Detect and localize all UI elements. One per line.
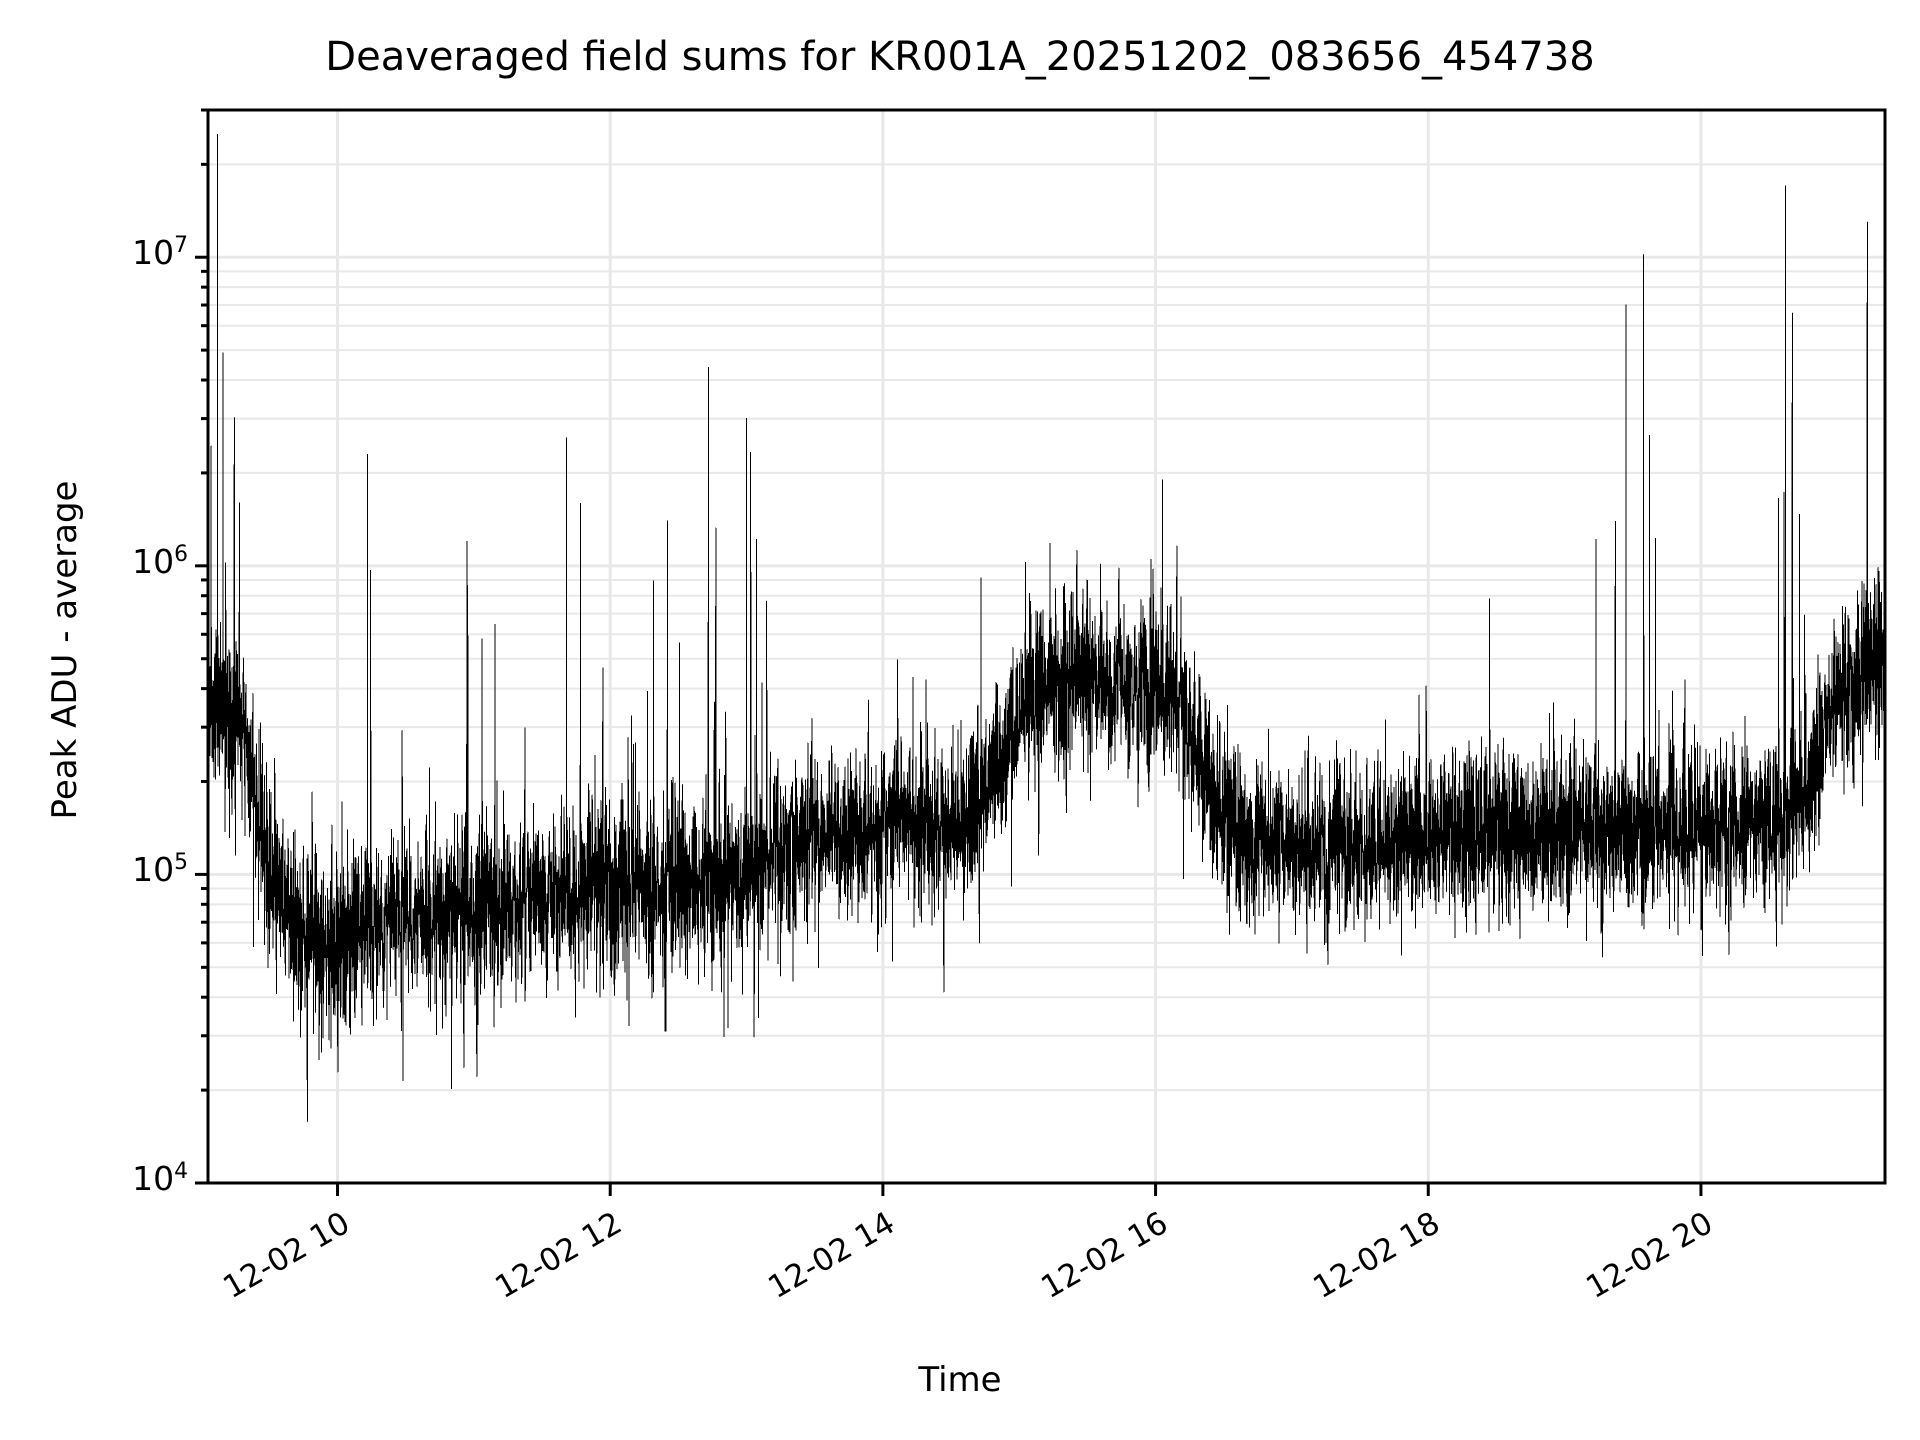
plot-frame <box>206 108 1887 1185</box>
axis-ticks <box>195 108 1703 1196</box>
y-tick-label: 105 <box>132 850 188 890</box>
grid-lines <box>208 109 1885 1185</box>
data-series-line <box>207 133 1886 1122</box>
y-tick-label: 104 <box>132 1159 188 1198</box>
y-tick-label: 107 <box>132 233 188 273</box>
y-axis-label: Peak ADU - average <box>45 480 85 820</box>
x-axis-label: Time <box>918 1360 1002 1400</box>
y-tick-label: 106 <box>132 541 188 581</box>
chart-title: Deaveraged field sums for KR001A_2025120… <box>325 34 1595 80</box>
